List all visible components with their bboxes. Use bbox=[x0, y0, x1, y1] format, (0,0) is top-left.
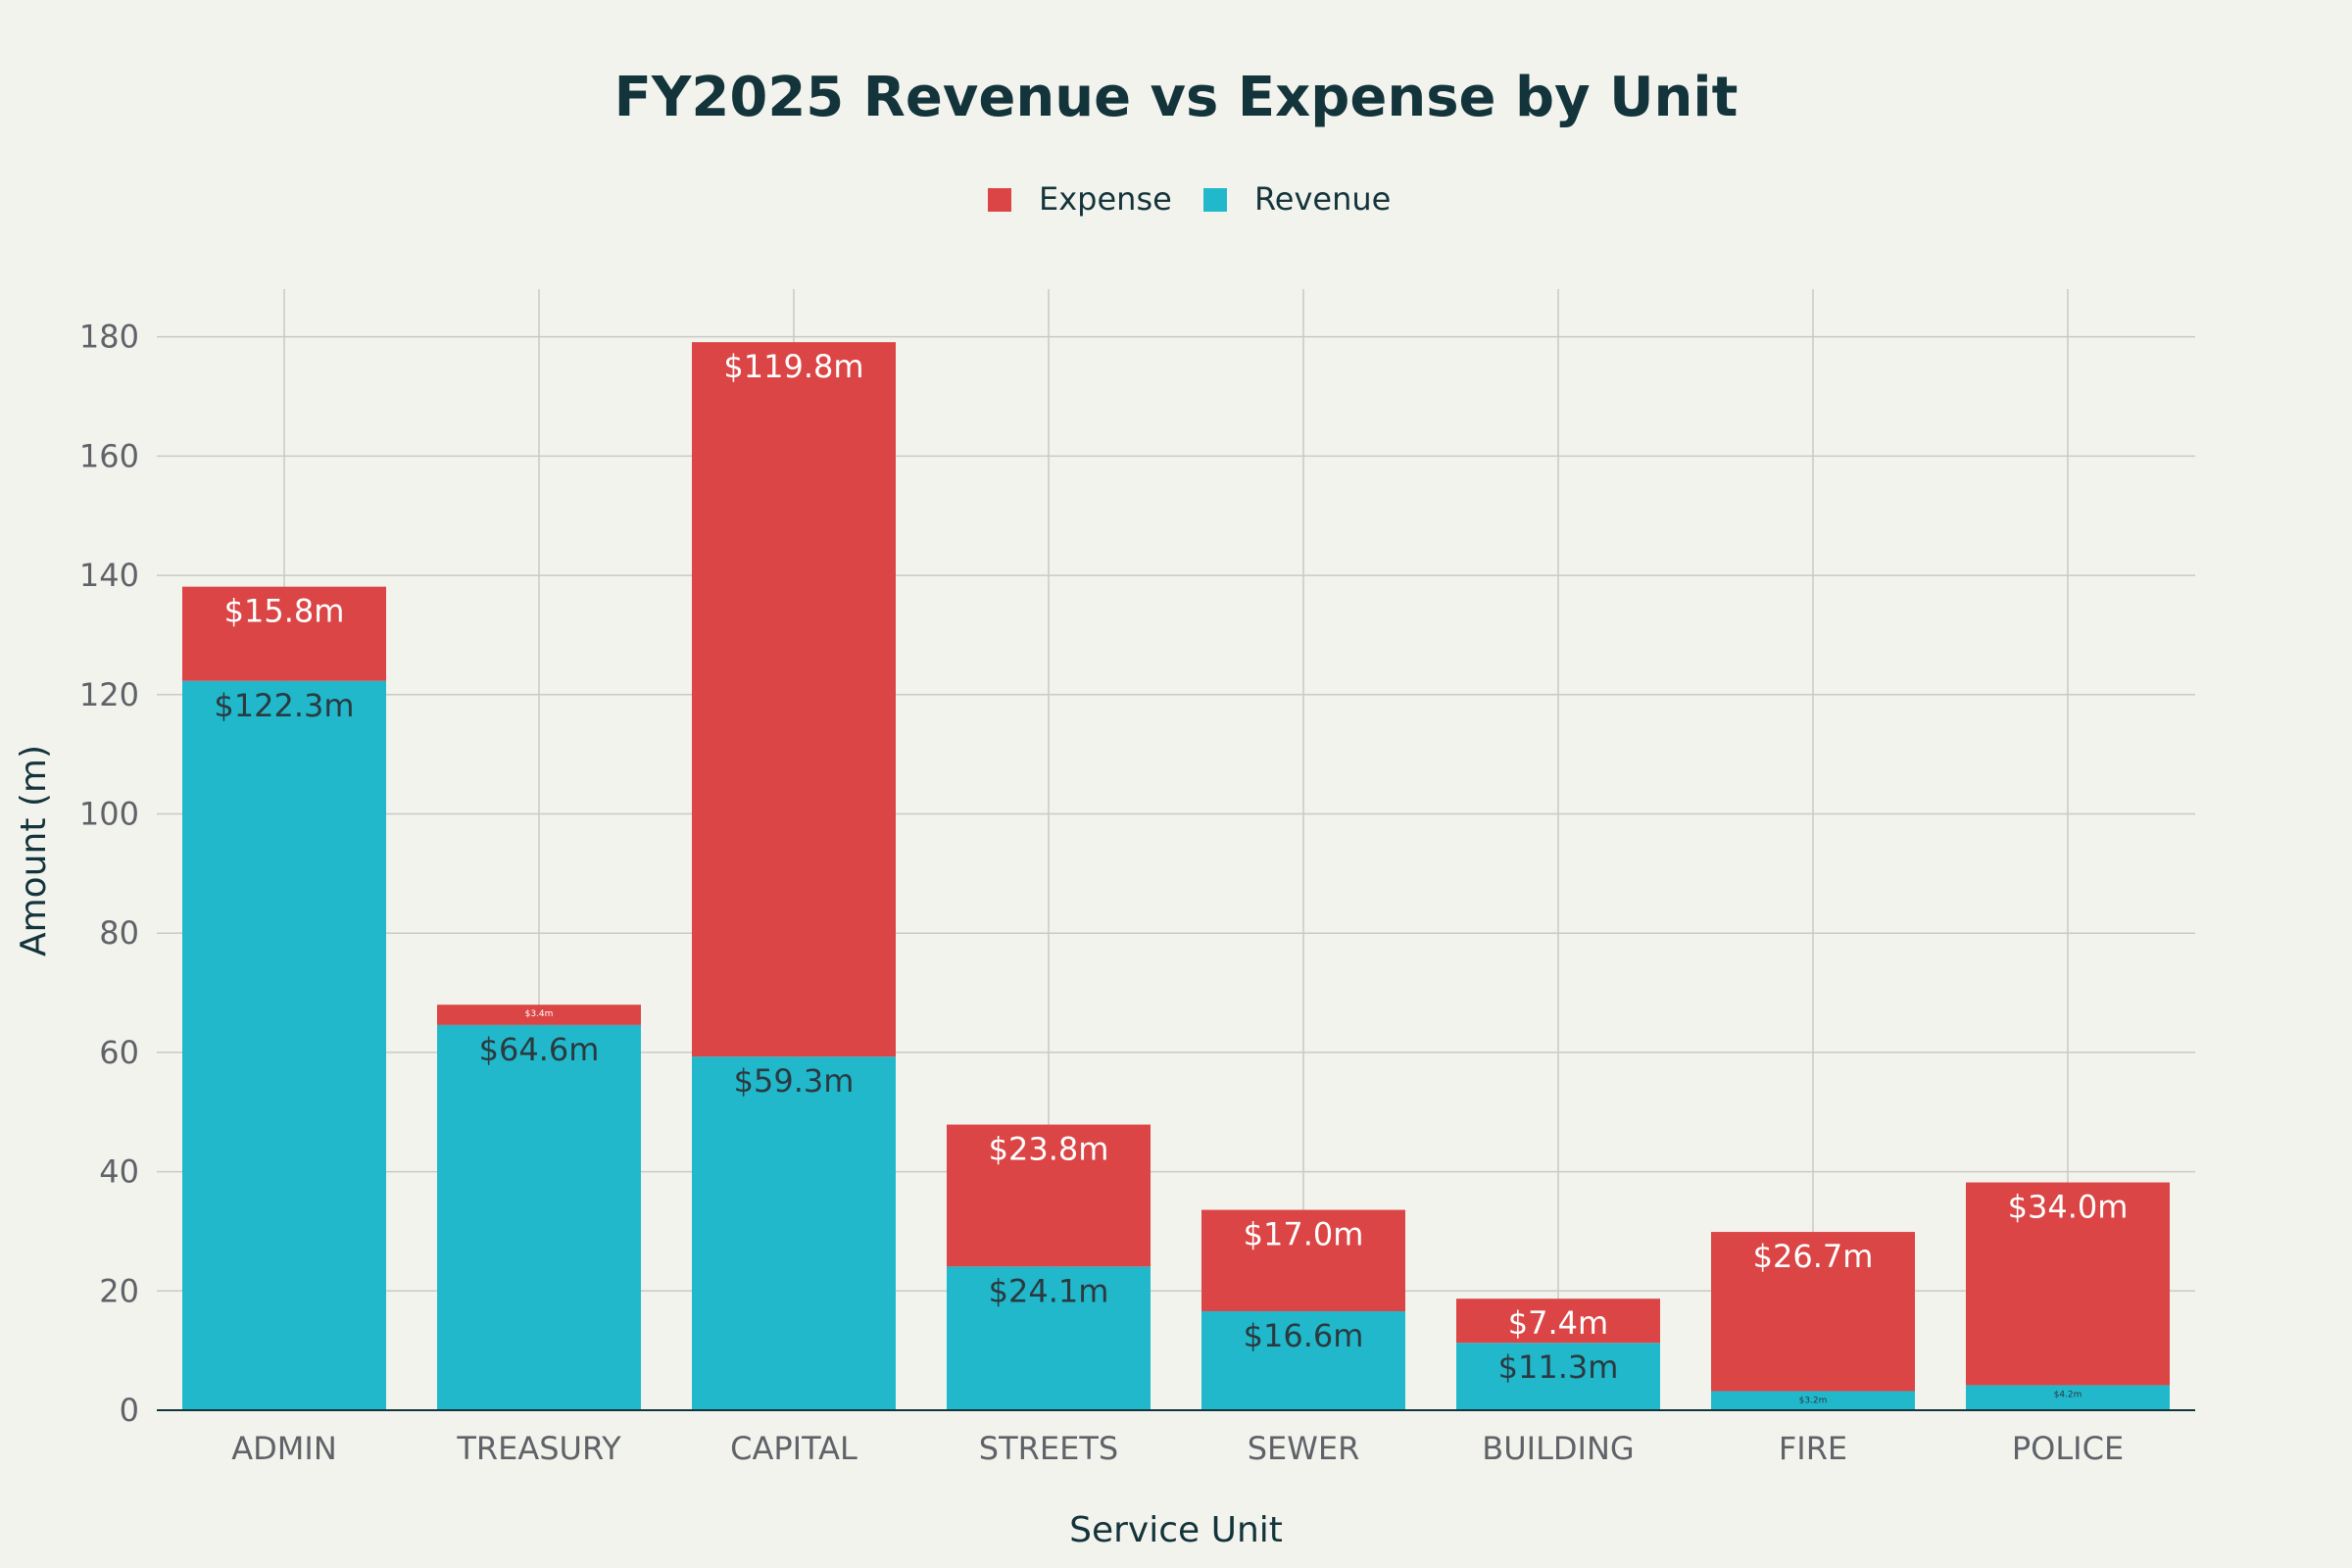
bar-revenue-capital bbox=[692, 1056, 896, 1410]
chart-title: FY2025 Revenue vs Expense by Unit bbox=[614, 66, 1739, 129]
legend-label-expense: Expense bbox=[1039, 180, 1172, 218]
legend-swatch-expense bbox=[988, 188, 1011, 212]
bar-expense-fire bbox=[1711, 1232, 1915, 1392]
label-expense-fire: $26.7m bbox=[1753, 1238, 1874, 1275]
data-labels: $122.3m $15.8m $64.6m $3.4m $59.3m $119.8m $24… bbox=[214, 348, 2128, 1405]
label-expense-treasury: $3.4m bbox=[525, 1009, 554, 1019]
bar-revenue-police bbox=[1966, 1385, 2170, 1410]
label-expense-sewer: $17.0m bbox=[1244, 1216, 1364, 1253]
bars bbox=[182, 342, 2170, 1410]
label-revenue-streets: $24.1m bbox=[989, 1272, 1109, 1309]
y-axis-ticks: 0 20 40 60 80 100 120 140 160 180 bbox=[79, 318, 139, 1429]
bar-revenue-sewer bbox=[1201, 1310, 1405, 1410]
y-tick-label: 0 bbox=[120, 1392, 139, 1429]
bar-expense-police bbox=[1966, 1182, 2170, 1386]
x-tick-label: ADMIN bbox=[231, 1430, 337, 1467]
y-tick-label: 40 bbox=[99, 1153, 139, 1191]
bar-revenue-building bbox=[1456, 1343, 1660, 1410]
y-tick-label: 160 bbox=[79, 437, 139, 474]
x-tick-label: POLICE bbox=[2012, 1430, 2124, 1467]
label-expense-streets: $23.8m bbox=[989, 1131, 1109, 1168]
label-expense-building: $7.4m bbox=[1508, 1304, 1608, 1342]
bar-revenue-admin bbox=[182, 680, 386, 1410]
bar-expense-admin bbox=[182, 586, 386, 681]
x-tick-label: FIRE bbox=[1779, 1430, 1847, 1467]
x-tick-label: BUILDING bbox=[1482, 1430, 1634, 1467]
x-axis-title: Service Unit bbox=[1069, 1510, 1283, 1550]
label-revenue-sewer: $16.6m bbox=[1244, 1317, 1364, 1354]
x-tick-label: TREASURY bbox=[456, 1430, 621, 1467]
bar-revenue-treasury bbox=[437, 1024, 641, 1410]
label-expense-police: $34.0m bbox=[2008, 1189, 2129, 1226]
legend: Expense Revenue bbox=[988, 180, 1391, 218]
y-tick-label: 180 bbox=[79, 318, 139, 356]
label-expense-capital: $119.8m bbox=[723, 348, 863, 385]
bar-revenue-streets bbox=[947, 1266, 1151, 1410]
bar-expense-streets bbox=[947, 1124, 1151, 1267]
bar-expense-treasury bbox=[437, 1004, 641, 1025]
y-tick-label: 140 bbox=[79, 557, 139, 594]
x-tick-label: SEWER bbox=[1248, 1430, 1360, 1467]
label-revenue-treasury: $64.6m bbox=[479, 1031, 600, 1068]
bar-expense-sewer bbox=[1201, 1209, 1405, 1311]
legend-swatch-revenue bbox=[1203, 188, 1227, 212]
label-revenue-police: $4.2m bbox=[2054, 1390, 2082, 1399]
legend-label-revenue: Revenue bbox=[1254, 180, 1391, 218]
y-axis-title: Amount (m) bbox=[14, 745, 54, 956]
label-revenue-capital: $59.3m bbox=[734, 1062, 855, 1100]
x-tick-label: STREETS bbox=[979, 1430, 1118, 1467]
x-axis-ticks: ADMIN TREASURY CAPITAL STREETS SEWER BUILDING… bbox=[231, 1430, 2124, 1467]
label-revenue-building: $11.3m bbox=[1498, 1348, 1619, 1386]
y-tick-label: 60 bbox=[99, 1034, 139, 1071]
label-revenue-fire: $3.2m bbox=[1799, 1396, 1828, 1406]
x-tick-label: CAPITAL bbox=[730, 1430, 858, 1467]
bar-revenue-fire bbox=[1711, 1391, 1915, 1410]
y-tick-label: 80 bbox=[99, 914, 139, 952]
bar-expense-building bbox=[1456, 1298, 1660, 1344]
y-tick-label: 20 bbox=[99, 1272, 139, 1309]
label-expense-admin: $15.8m bbox=[224, 593, 345, 630]
y-tick-label: 100 bbox=[79, 795, 139, 832]
y-tick-label: 120 bbox=[79, 676, 139, 713]
label-revenue-admin: $122.3m bbox=[214, 687, 354, 724]
bar-expense-capital bbox=[692, 342, 896, 1057]
